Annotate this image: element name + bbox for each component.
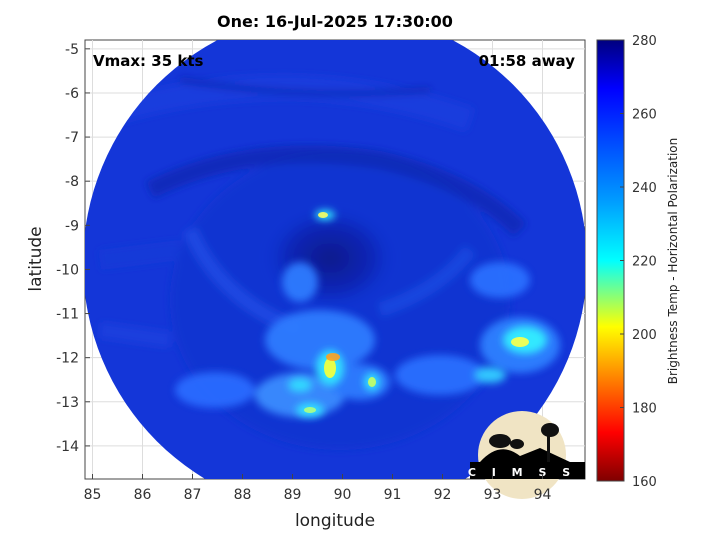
y-tick-label: -9 [65,218,79,234]
logo-text: C I M S S [468,466,576,479]
y-tick-label: -12 [56,351,79,367]
y-tick-label: -10 [56,262,79,278]
colorbar-tick-label: 220 [632,255,657,270]
x-tick-label: 85 [84,487,102,503]
satellite-dish-icon [489,434,511,448]
colorbar-tick-label: 260 [632,108,657,123]
y-tick-label: -11 [56,307,79,323]
microwave-swath [85,40,585,479]
y-tick-label: -5 [65,42,79,58]
x-tick-label: 88 [234,487,252,503]
colorbar-tick-label: 180 [632,402,657,417]
x-tick-label: 93 [484,487,502,503]
x-tick-label: 91 [384,487,402,503]
water-tower-icon [547,430,550,462]
cimss-logo: C I M S S [468,411,585,499]
y-tick-label: -8 [65,174,79,190]
x-tick-label: 92 [434,487,452,503]
x-tick-label: 90 [334,487,352,503]
colorbar-tick-label: 200 [632,328,657,343]
time-away-label: 01:58 away [478,52,575,70]
colorbar-tick-label: 240 [632,181,657,196]
page-title: One: 16-Jul-2025 17:30:00 [217,12,453,31]
x-axis-label: longitude [294,511,376,531]
storm-eye [260,203,400,313]
x-axis-ticks: 85 86 87 88 89 90 91 92 93 94 [84,474,552,503]
x-tick-label: 87 [184,487,202,503]
x-tick-label: 89 [284,487,302,503]
colorbar-tick-label: 160 [632,475,657,490]
x-tick-label: 86 [134,487,152,503]
vmax-label: Vmax: 35 kts [93,52,204,70]
y-axis-ticks: -5 -6 -7 -8 -9 -10 -11 -12 -13 -14 [56,42,90,455]
y-tick-label: -7 [65,130,79,146]
colorbar [596,39,625,482]
colorbar-tick-label: 280 [632,34,657,49]
x-tick-label: 94 [534,487,552,503]
y-tick-label: -13 [56,395,79,411]
y-tick-label: -6 [65,86,79,102]
y-tick-label: -14 [56,439,79,455]
colorbar-ticks: 280 260 240 220 200 180 160 [620,34,657,490]
